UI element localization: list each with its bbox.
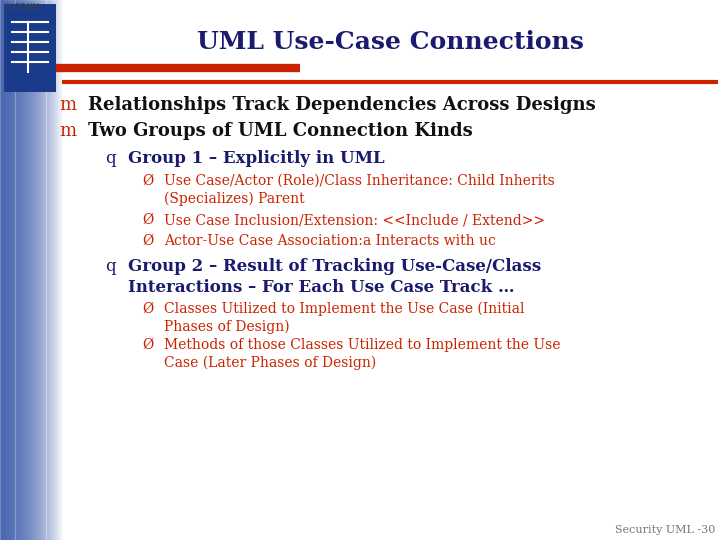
Text: Two Groups of UML Connection Kinds: Two Groups of UML Connection Kinds [88, 122, 473, 140]
Bar [29, 0, 30, 540]
Text: UML Use-Case Connections: UML Use-Case Connections [197, 30, 583, 54]
Text: U.CONN: U.CONN [5, 3, 39, 12]
Bar [61, 0, 62, 540]
Bar [38, 0, 40, 540]
Bar [5, 0, 6, 540]
Bar [43, 0, 45, 540]
Bar [23, 0, 24, 540]
Text: Ø: Ø [143, 234, 153, 248]
Text: q: q [104, 150, 115, 167]
Bar [17, 0, 19, 540]
Bar [1, 0, 2, 540]
Bar [50, 0, 52, 540]
Bar [52, 0, 53, 540]
Bar [57, 0, 58, 540]
Bar [45, 0, 47, 540]
Text: q: q [104, 258, 115, 275]
Bar [37, 0, 38, 540]
FancyBboxPatch shape [4, 4, 56, 92]
Bar [2, 0, 3, 540]
Bar [10, 0, 12, 540]
Bar [3, 0, 4, 540]
Text: Group 1 – Explicitly in UML: Group 1 – Explicitly in UML [128, 150, 384, 167]
Bar [14, 0, 16, 540]
Bar [19, 0, 21, 540]
Text: m: m [60, 122, 76, 140]
Bar [41, 0, 42, 540]
Text: Use Case Inclusion/Extension: <<Include / Extend>>: Use Case Inclusion/Extension: <<Include … [164, 213, 545, 227]
Bar [24, 0, 26, 540]
Text: Use Case/Actor (Role)/Class Inheritance: Child Inherits
(Specializes) Parent: Use Case/Actor (Role)/Class Inheritance:… [164, 174, 554, 206]
Text: Ø: Ø [143, 302, 153, 316]
Bar [6, 0, 7, 540]
Text: Classes Utilized to Implement the Use Case (Initial
Phases of Design): Classes Utilized to Implement the Use Ca… [164, 302, 524, 334]
Bar [59, 0, 60, 540]
Text: m: m [60, 96, 76, 114]
Bar [22, 0, 23, 540]
Bar [31, 0, 32, 540]
Bar [9, 0, 10, 540]
Text: Ø: Ø [143, 338, 153, 352]
Bar [30, 0, 31, 540]
Bar [56, 0, 57, 540]
Bar [33, 0, 34, 540]
Bar [48, 0, 50, 540]
Bar [4, 0, 5, 540]
Bar [32, 0, 33, 540]
Bar [21, 0, 22, 540]
Bar [54, 0, 55, 540]
Bar [28, 0, 29, 540]
Bar [26, 0, 27, 540]
Text: Actor-Use Case Association:a Interacts with uc: Actor-Use Case Association:a Interacts w… [164, 234, 496, 248]
Bar [55, 0, 56, 540]
Bar [58, 0, 59, 540]
Text: Ø: Ø [143, 213, 153, 227]
Bar [34, 0, 35, 540]
Bar [35, 0, 36, 540]
Bar [27, 0, 28, 540]
Bar [53, 0, 54, 540]
Bar [16, 0, 17, 540]
Bar [0, 0, 1, 540]
Text: Relationships Track Dependencies Across Designs: Relationships Track Dependencies Across … [88, 96, 595, 114]
Bar [60, 0, 61, 540]
Text: Ø: Ø [143, 174, 153, 188]
Bar [8, 0, 9, 540]
Bar [7, 0, 8, 540]
Text: Methods of those Classes Utilized to Implement the Use
Case (Later Phases of Des: Methods of those Classes Utilized to Imp… [164, 338, 560, 370]
Bar [42, 0, 43, 540]
Bar [40, 0, 41, 540]
Text: Group 2 – Result of Tracking Use-Case/Class
Interactions – For Each Use Case Tra: Group 2 – Result of Tracking Use-Case/Cl… [128, 258, 541, 296]
Bar [47, 0, 48, 540]
Bar [36, 0, 37, 540]
Text: Security UML -30: Security UML -30 [615, 525, 715, 535]
Bar [12, 0, 14, 540]
